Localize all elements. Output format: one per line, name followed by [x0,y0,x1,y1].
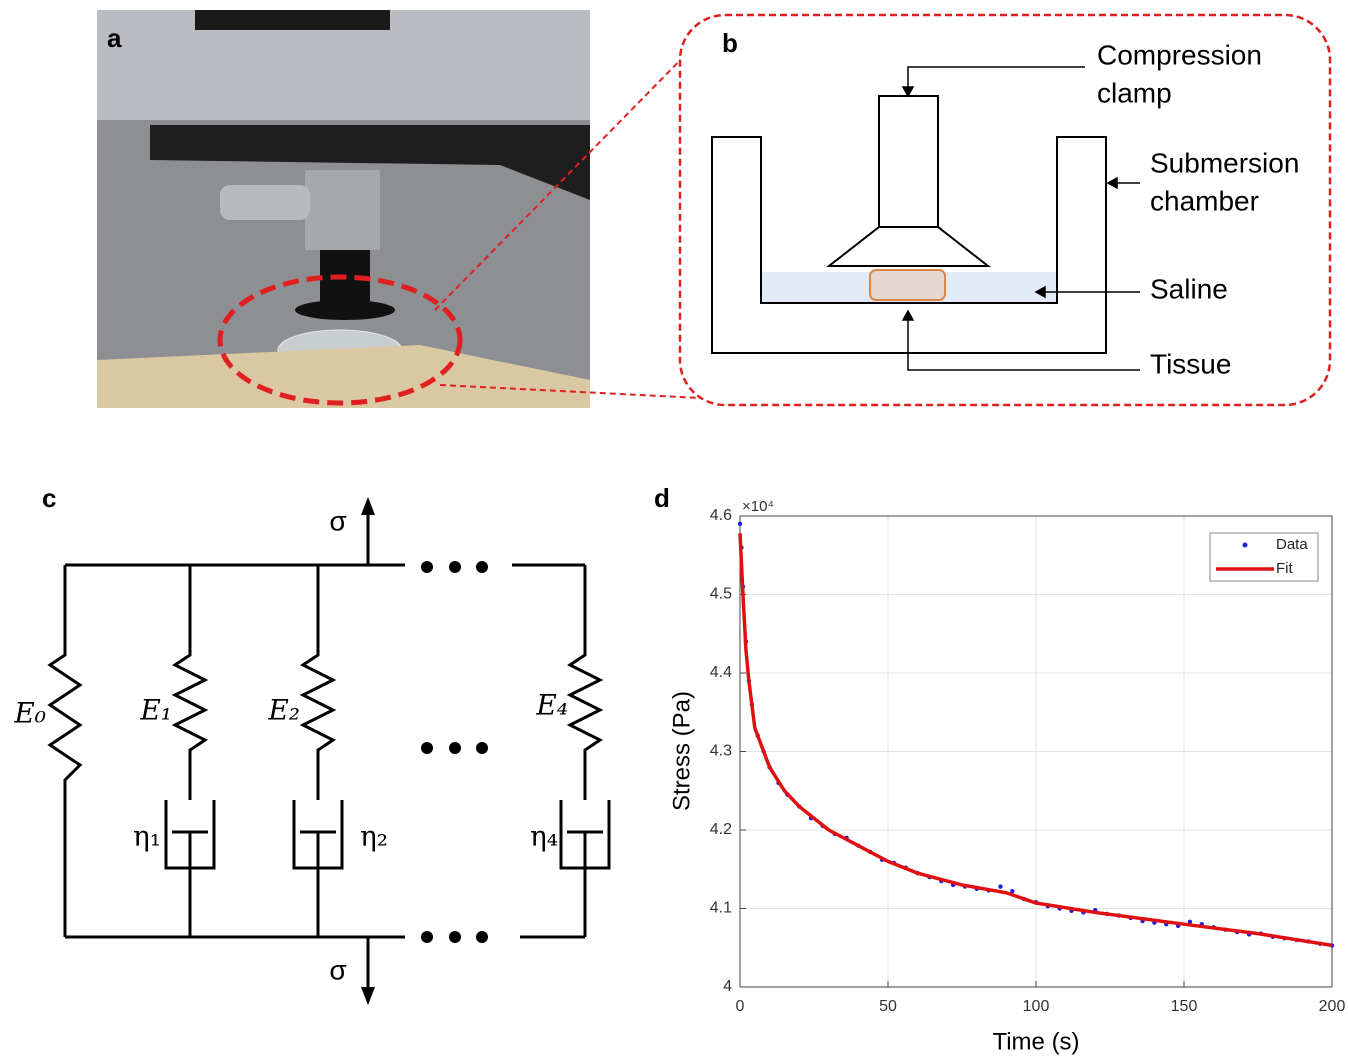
arrowhead [361,497,375,1005]
panel-label: d [654,483,670,513]
spring-label: E₄ [535,689,568,722]
y-tick-label: 4.6 [710,507,732,524]
callout: Saline [1150,273,1228,304]
spring-label: E₂ [267,694,300,727]
arrowhead [1106,176,1118,190]
data-point [1187,919,1193,925]
x-tick-label: 100 [1023,998,1050,1015]
circuit: c σ σ E₀ E₁ E₂ E₄ η₁ η₂ η₄ [13,483,611,1005]
data-point [737,521,743,527]
panel-label: a [107,23,122,53]
y-multiplier: ×10⁴ [742,498,774,515]
data-point [1010,889,1015,894]
ellipsis [421,561,488,943]
maxwell-branch [559,565,611,937]
spring-label: E₁ [139,694,172,727]
spring-branch [47,565,83,937]
rail [65,563,585,939]
arrowhead [901,86,915,98]
maxwell-branch [164,565,216,937]
platen [295,300,395,320]
wood-block [97,345,590,408]
load-arm [150,125,590,200]
connector [220,185,310,220]
callout: Compression [1097,39,1262,70]
legend-label: Fit [1276,560,1293,577]
callout: chamber [1150,185,1259,216]
highlight-ellipse [217,274,463,406]
x-tick-label: 0 [736,998,745,1015]
load-cell [305,170,380,250]
clamp [878,95,939,228]
fit-line [738,533,1333,948]
diagram: b Compression clamp Submersion chamber S… [678,13,1332,407]
x-tick-label: 200 [1319,998,1346,1015]
chamber [711,136,1107,354]
chart: d ×10⁴ Time (s) Stress (Pa) 4 4.1 4.2 4.3 4.… [654,483,1345,1055]
legend [1209,532,1319,582]
y-tick-label: 4.3 [710,743,732,760]
x-axis-label: Time (s) [992,1028,1079,1055]
y-axis-label: Stress (Pa) [668,691,695,811]
x-tick-label: 50 [879,998,897,1015]
zoom-box [678,13,1332,407]
dashpot-label: η₄ [530,820,558,853]
y-tick-label: 4.4 [710,664,732,681]
clamp-head [826,226,991,267]
tissue [869,269,946,301]
stress-label: σ [329,505,346,536]
data-point [998,884,1003,889]
arrow [907,66,1085,88]
callout: Tissue [1150,348,1231,379]
legend-label: Data [1276,536,1308,553]
dashpot-label: η₁ [133,820,161,853]
stress-label: σ [329,954,346,985]
y-tick-label: 4.1 [710,900,732,917]
y-tick-label: 4.5 [710,586,732,603]
axes-frame [739,515,1333,988]
maxwell-branch [292,565,344,937]
instrument-slot [195,10,390,30]
callout: Submersion [1150,147,1299,178]
zoom-line [434,39,701,311]
panel-label: c [42,483,56,513]
legend-marker [1242,542,1248,548]
arrow [907,319,1140,371]
dashpot-label: η₂ [360,820,388,853]
y-tick-label: 4.2 [710,821,732,838]
photo: a [97,10,590,408]
spring-label: E₀ [13,697,46,730]
arrowhead [1034,285,1046,299]
y-tick-label: 4 [723,978,732,995]
panel-label: b [722,28,738,58]
callout: clamp [1097,77,1172,108]
x-tick-label: 150 [1171,998,1198,1015]
arrowhead [901,309,915,321]
